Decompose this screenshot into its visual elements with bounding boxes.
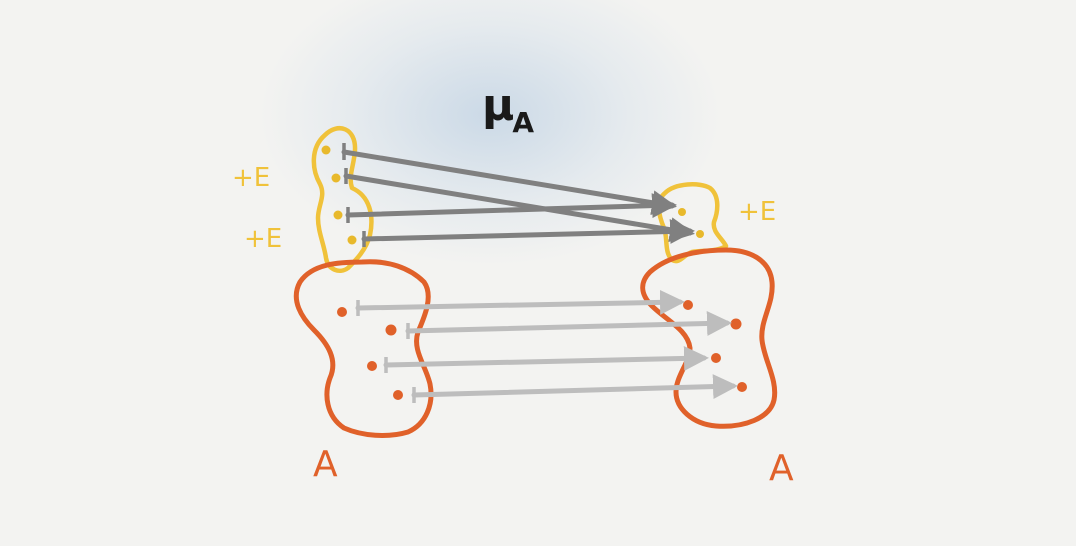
extension-arrow — [343, 173, 695, 243]
map-title: μA — [482, 84, 534, 137]
extension-arrows — [341, 143, 695, 247]
set-dot — [337, 307, 347, 317]
extension-dot — [678, 208, 686, 216]
set-dot — [683, 300, 693, 310]
extension-arrow — [345, 193, 677, 219]
set-arrow — [411, 374, 738, 400]
extension-dot — [333, 210, 343, 220]
left-extension-label: +E — [232, 163, 271, 193]
left-extension-outline — [311, 125, 374, 273]
left-extension-label: +E — [244, 224, 283, 254]
set-dot — [730, 318, 742, 330]
right-set-label: A — [769, 448, 794, 489]
extension-arrow — [361, 218, 695, 244]
set-arrow — [405, 311, 732, 336]
extension-dot — [331, 173, 341, 183]
right-set-outline — [640, 247, 778, 429]
set-dot — [367, 361, 377, 371]
extension-arrow — [341, 149, 677, 216]
set-dot — [711, 353, 721, 363]
set-arrow — [355, 289, 685, 315]
left-set-label: A — [313, 444, 338, 485]
map-title-subscript: A — [512, 106, 535, 139]
left-set-outline — [293, 259, 434, 438]
extension-dot — [696, 230, 704, 238]
set-dot — [737, 382, 747, 392]
set-dot — [393, 390, 403, 400]
set-dot — [385, 324, 397, 336]
extension-dot — [321, 145, 331, 155]
set-arrows — [355, 289, 738, 403]
map-title-symbol: μ — [482, 80, 515, 131]
extension-dot — [347, 235, 357, 245]
right-extension-label: +E — [738, 197, 777, 227]
set-arrow — [383, 345, 709, 371]
